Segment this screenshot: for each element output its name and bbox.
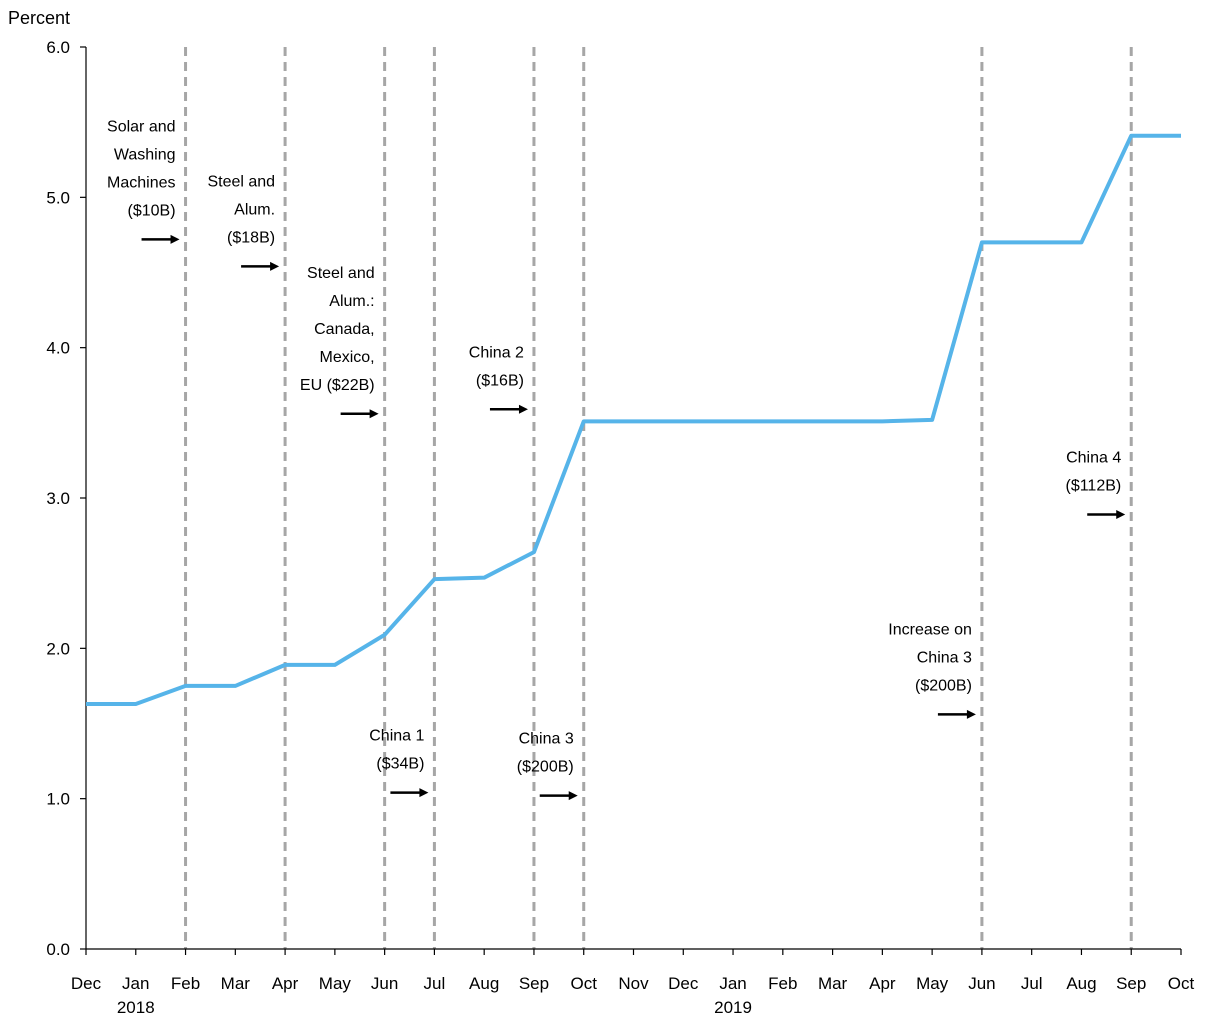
annotation-text: EU ($22B): [300, 377, 375, 394]
annotation-text: ($18B): [227, 229, 275, 246]
annotation-text: ($200B): [517, 759, 574, 776]
annotation: China 4 ($112B): [1065, 449, 1126, 519]
annotation-text: ($112B): [1065, 477, 1121, 494]
arrow-head: [270, 261, 280, 271]
x-tick-label: May: [916, 974, 949, 993]
annotation-text: China 1: [369, 728, 424, 745]
arrow-head: [518, 404, 528, 414]
x-tick-label: Jul: [1021, 974, 1043, 993]
annotation-text: Steel and: [207, 173, 275, 190]
annotation-text: Solar and: [107, 118, 176, 135]
x-tick-label: Aug: [469, 974, 499, 993]
annotation-text: China 2: [469, 344, 524, 361]
x-tick-label: May: [319, 974, 352, 993]
arrow-head: [419, 788, 429, 798]
annotation-text: Mexico,: [320, 349, 375, 366]
annotation-text: Alum.:: [329, 293, 374, 310]
annotation: China 1 ($34B): [369, 728, 429, 798]
x-tick-label: Jan: [122, 974, 149, 993]
annotation-text: ($200B): [915, 677, 972, 694]
series-layer: [85, 133, 1182, 706]
annotations: Solar and Washing Machines ($10B) Steel and A…: [107, 118, 1126, 801]
annotation-text: Steel and: [307, 265, 375, 282]
y-tick-label: 6.0: [46, 38, 70, 57]
annotation: China 2 ($16B): [469, 344, 528, 414]
x-tick-label: Nov: [618, 974, 649, 993]
arrow-head: [568, 791, 578, 801]
annotation-text: Canada,: [314, 321, 375, 338]
arrow-head: [170, 234, 180, 244]
x-tick-label: Feb: [768, 974, 797, 993]
x-tick-label: Jan: [719, 974, 746, 993]
x-tick-label: Mar: [221, 974, 251, 993]
y-tick-label: 4.0: [46, 339, 70, 358]
annotation: Solar and Washing Machines ($10B): [107, 118, 180, 244]
x-tick-label: Apr: [272, 974, 299, 993]
x-tick-label: Sep: [519, 974, 549, 993]
y-ticks: 0.0 1.0 2.0 3.0 4.0 5.0 6.0: [46, 38, 86, 959]
annotation-text: ($10B): [128, 202, 176, 219]
annotation: Steel and Alum.: Canada, Mexico, EU ($22B): [300, 265, 379, 419]
y-tick-label: 1.0: [46, 790, 70, 809]
arrow-head: [369, 409, 379, 419]
x-tick-label: Feb: [171, 974, 200, 993]
annotation-text: China 3: [917, 649, 972, 666]
x-tick-label: Oct: [571, 974, 598, 993]
annotation-text: Increase on: [888, 621, 972, 638]
arrow-head: [966, 709, 976, 719]
annotation: China 3 ($200B): [517, 731, 578, 801]
y-axis-label: Percent: [8, 8, 70, 28]
y-tick-label: 3.0: [46, 489, 70, 508]
x-tick-label: Dec: [71, 974, 102, 993]
x-tick-label: Sep: [1116, 974, 1146, 993]
arrow-head: [1116, 509, 1126, 519]
x-ticks: Dec Jan Feb Mar Apr May Jun Jul Aug Sep Oct Nov Dec J…: [71, 949, 1195, 1017]
x-tick-label: Aug: [1066, 974, 1096, 993]
x-tick-label: Mar: [818, 974, 848, 993]
series-line: [86, 133, 1181, 706]
annotation-text: China 3: [519, 731, 574, 748]
annotation-text: Machines: [107, 174, 175, 191]
x-tick-label: Oct: [1168, 974, 1195, 993]
x-tick-label: Jun: [371, 974, 398, 993]
annotation-text: ($16B): [476, 372, 524, 389]
annotation-text: ($34B): [376, 756, 424, 773]
year-label: 2019: [714, 998, 752, 1017]
annotation-text: Alum.: [234, 201, 275, 218]
annotation-text: China 4: [1066, 449, 1121, 466]
y-tick-label: 2.0: [46, 639, 70, 658]
annotation-text: Washing: [114, 146, 176, 163]
annotation: Steel and Alum. ($18B): [207, 173, 280, 271]
y-tick-label: 5.0: [46, 188, 70, 207]
x-tick-label: Apr: [869, 974, 896, 993]
x-tick-label: Jun: [968, 974, 995, 993]
y-tick-label: 0.0: [46, 940, 70, 959]
year-label: 2018: [117, 998, 155, 1017]
annotation: Increase on China 3 ($200B): [888, 621, 976, 719]
event-lines: [184, 47, 1133, 949]
x-tick-label: Jul: [424, 974, 446, 993]
x-tick-label: Dec: [668, 974, 699, 993]
